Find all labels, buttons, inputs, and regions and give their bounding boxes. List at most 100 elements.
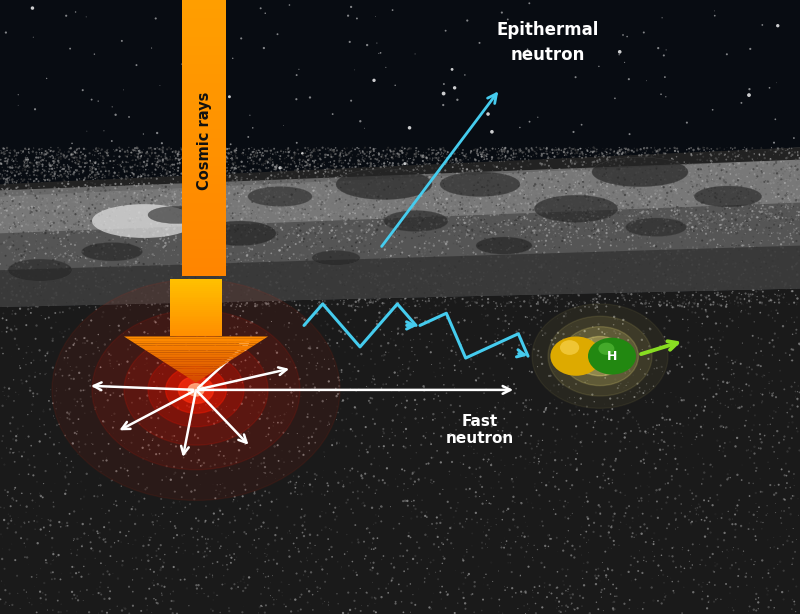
Point	[477, 223, 490, 233]
Point	[74, 192, 86, 201]
Point	[699, 222, 712, 231]
Point	[437, 191, 450, 201]
Point	[176, 195, 189, 204]
Point	[190, 212, 203, 222]
Point	[307, 238, 320, 248]
Point	[153, 191, 166, 201]
Point	[708, 252, 721, 262]
Point	[54, 149, 67, 158]
Point	[142, 288, 155, 298]
Point	[470, 203, 483, 212]
Point	[399, 233, 412, 243]
Point	[704, 224, 717, 234]
Point	[424, 196, 437, 206]
Point	[409, 600, 422, 610]
Point	[48, 183, 61, 193]
Point	[631, 185, 644, 195]
Point	[685, 149, 698, 159]
Point	[514, 451, 527, 461]
Point	[54, 239, 67, 249]
Point	[565, 144, 578, 154]
Point	[410, 231, 423, 241]
Point	[308, 175, 321, 185]
Point	[719, 177, 732, 187]
Point	[754, 346, 767, 356]
Point	[576, 147, 589, 157]
Point	[75, 201, 88, 211]
Point	[694, 168, 706, 178]
Point	[217, 294, 230, 304]
Point	[184, 293, 197, 303]
Point	[252, 225, 265, 235]
Point	[477, 174, 490, 184]
Point	[15, 301, 28, 311]
Point	[381, 182, 394, 192]
Point	[423, 191, 436, 201]
Point	[79, 267, 92, 277]
Point	[70, 185, 83, 195]
Point	[776, 249, 789, 259]
Point	[478, 213, 491, 223]
Point	[559, 182, 572, 192]
Point	[655, 182, 668, 192]
Point	[742, 158, 754, 168]
Point	[367, 164, 380, 174]
Point	[548, 219, 561, 229]
Point	[701, 144, 714, 154]
Point	[704, 527, 717, 537]
Point	[726, 159, 739, 169]
Point	[634, 298, 647, 308]
Point	[496, 426, 509, 436]
Point	[704, 460, 717, 470]
Point	[507, 146, 520, 155]
Point	[408, 201, 421, 211]
Point	[415, 231, 428, 241]
Point	[40, 253, 53, 263]
Point	[769, 290, 782, 300]
Point	[510, 145, 522, 155]
Point	[112, 263, 125, 273]
Point	[73, 174, 86, 184]
Point	[764, 154, 777, 164]
Point	[202, 182, 214, 192]
Point	[715, 225, 728, 235]
Point	[479, 202, 492, 212]
Point	[642, 193, 655, 203]
Point	[337, 173, 350, 182]
Point	[564, 156, 577, 166]
Point	[786, 356, 798, 365]
Point	[260, 355, 273, 365]
Point	[602, 179, 615, 188]
Point	[318, 196, 331, 206]
Point	[86, 186, 99, 196]
Point	[234, 346, 246, 356]
Point	[6, 195, 18, 204]
Point	[146, 230, 159, 239]
Point	[6, 290, 19, 300]
Point	[191, 180, 204, 190]
Point	[164, 196, 177, 206]
Point	[155, 223, 168, 233]
Point	[431, 192, 444, 202]
Point	[762, 262, 774, 272]
Point	[590, 508, 602, 518]
Point	[213, 230, 226, 240]
Point	[578, 377, 591, 387]
Point	[26, 600, 38, 610]
Polygon shape	[182, 221, 226, 230]
Point	[225, 199, 238, 209]
Point	[146, 300, 158, 309]
Point	[238, 202, 250, 212]
Point	[77, 386, 90, 395]
Point	[554, 231, 567, 241]
Point	[402, 214, 415, 223]
Point	[210, 180, 223, 190]
Point	[326, 147, 338, 157]
Point	[755, 437, 768, 447]
Point	[599, 179, 612, 188]
Point	[202, 413, 214, 422]
Point	[0, 239, 7, 249]
Point	[422, 245, 435, 255]
Point	[45, 146, 58, 155]
Point	[455, 568, 468, 578]
